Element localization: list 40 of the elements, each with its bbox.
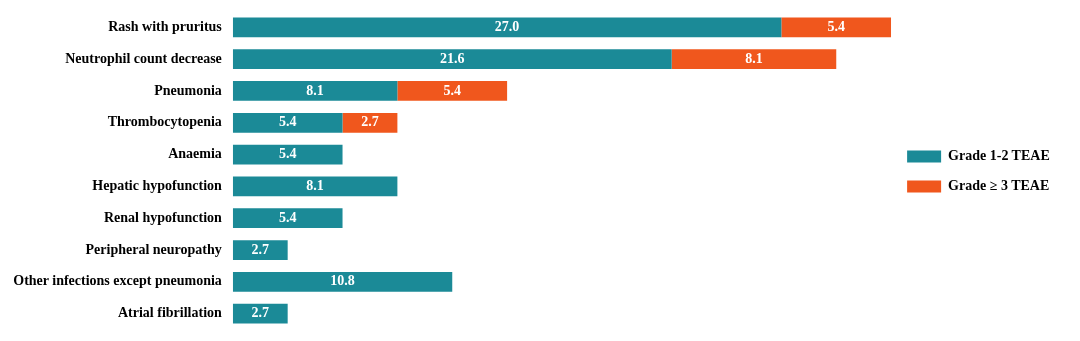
data-label: 5.4 (443, 82, 461, 98)
y-tick-label: Renal hypofunction (103, 209, 223, 225)
y-tick-label: Thrombocytopenia (107, 114, 222, 130)
data-label: 2.7 (251, 305, 269, 321)
y-tick-label: Anaemia (168, 146, 222, 162)
data-label: 2.7 (361, 114, 379, 130)
data-label: 8.1 (745, 50, 763, 66)
bar (671, 49, 837, 69)
data-label: 27.0 (494, 18, 520, 34)
legend-label: Grade ≥ 3 TEAE (948, 178, 1050, 194)
legend-label: Grade 1-2 TEAE (948, 148, 1050, 164)
bar (397, 81, 508, 101)
data-label: 8.1 (306, 178, 324, 194)
y-tick-label: Atrial fibrillation (117, 305, 223, 321)
data-label: 5.4 (278, 209, 297, 225)
bar (232, 112, 343, 133)
data-label: 5.4 (278, 114, 297, 130)
bar (232, 240, 288, 260)
y-tick-label: Hepatic hypofunction (92, 178, 223, 194)
y-tick-label: Rash with pruritus (108, 18, 223, 34)
data-label: 5.4 (827, 18, 845, 34)
bar (232, 208, 343, 229)
bar (342, 112, 398, 133)
y-tick-label: Neutrophil count decrease (65, 50, 222, 66)
bar (232, 17, 782, 38)
data-label: 8.1 (306, 82, 324, 98)
bar (781, 17, 892, 38)
data-label: 5.4 (278, 146, 297, 162)
data-label: 21.6 (440, 50, 465, 66)
y-tick-label: Other infections except pneumonia (13, 273, 222, 289)
y-tick-label: Peripheral neuropathy (85, 241, 222, 257)
bar (232, 303, 288, 324)
y-tick-label: Pneumonia (154, 82, 222, 98)
data-label: 2.7 (251, 241, 269, 257)
bar (232, 144, 343, 165)
bar (232, 176, 398, 197)
data-label: 10.8 (330, 273, 355, 289)
bar (232, 272, 453, 292)
bar (232, 49, 672, 69)
bar (232, 81, 398, 101)
